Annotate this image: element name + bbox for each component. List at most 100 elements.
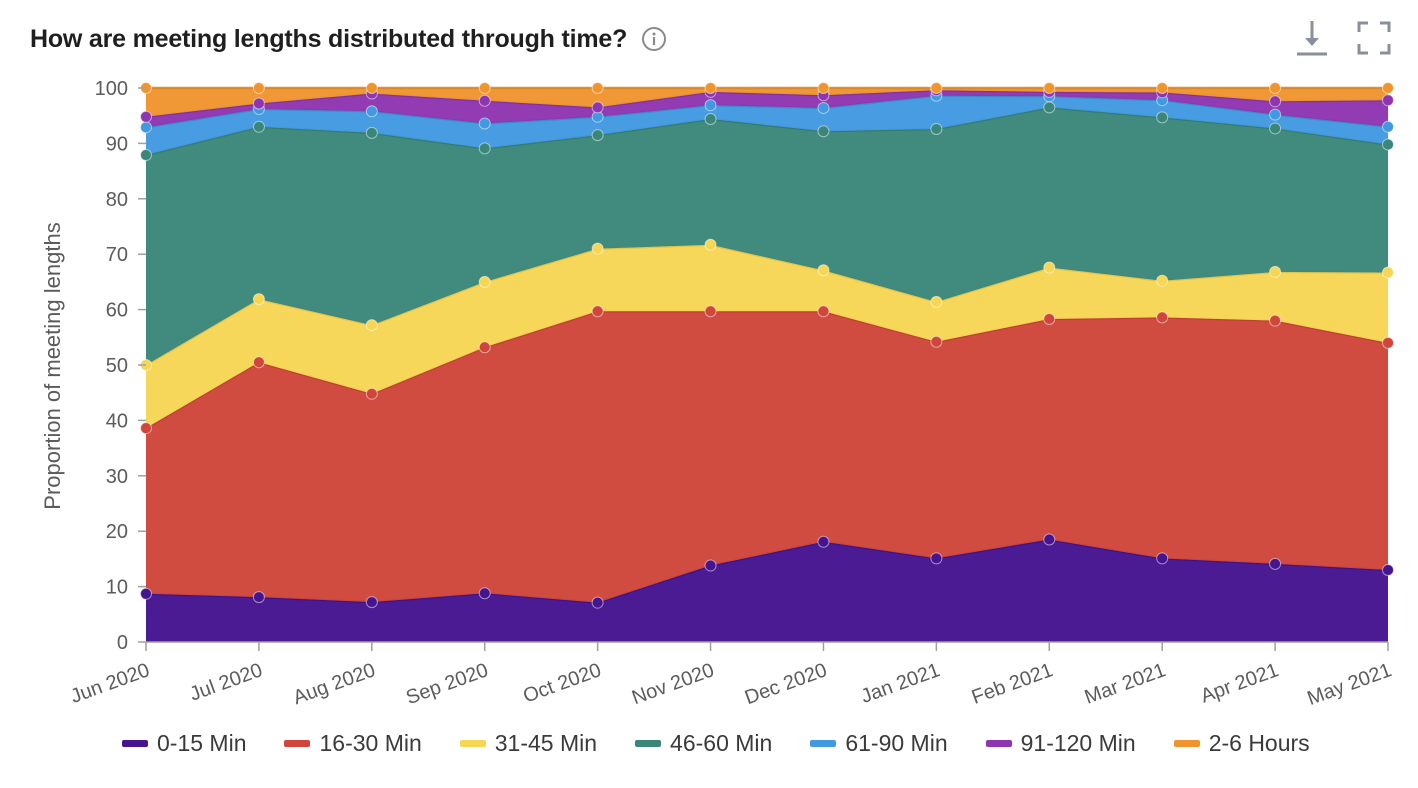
x-tick-label: May 2021	[1304, 659, 1394, 710]
y-tick-label: 0	[117, 632, 128, 654]
data-point	[930, 552, 943, 565]
data-point	[817, 125, 830, 138]
y-tick-label: 90	[106, 133, 128, 155]
y-axis-label: Proportion of meeting lengths	[40, 222, 65, 509]
series-area-0-15-min	[146, 539, 1388, 642]
data-point	[140, 149, 152, 162]
data-point	[930, 82, 943, 94]
series-area-46-60-min	[146, 107, 1388, 365]
data-point	[1269, 314, 1282, 327]
data-point	[1269, 108, 1282, 121]
legend-item-61-90-min[interactable]: 61-90 Min	[810, 730, 948, 757]
data-point	[478, 341, 491, 354]
y-tick-label: 10	[106, 577, 128, 599]
series-area-16-30-min	[146, 311, 1388, 603]
legend-swatch	[1173, 740, 1200, 747]
x-tick-label: Feb 2021	[969, 659, 1056, 709]
y-tick-label: 70	[106, 244, 128, 266]
data-point	[1043, 101, 1056, 114]
download-button[interactable]	[1294, 18, 1330, 58]
data-point	[1156, 111, 1169, 124]
data-point	[252, 97, 265, 110]
data-point	[704, 82, 717, 94]
chart-title: How are meeting lengths distributed thro…	[30, 24, 628, 53]
data-point	[140, 422, 152, 435]
y-tick-label: 80	[106, 189, 128, 211]
legend-item-31-45-min[interactable]: 31-45 Min	[459, 730, 598, 757]
data-point	[817, 535, 830, 548]
data-point	[252, 356, 265, 369]
data-point	[817, 82, 830, 94]
data-point	[591, 129, 604, 142]
data-point	[591, 101, 604, 114]
fullscreen-icon	[1357, 21, 1391, 55]
x-tick-label: Jun 2020	[68, 659, 153, 708]
x-tick-label: Oct 2020	[520, 659, 604, 707]
legend-item-91-120-min[interactable]: 91-120 Min	[985, 730, 1136, 757]
data-point	[365, 319, 378, 332]
data-point	[591, 242, 604, 255]
data-point	[478, 275, 491, 288]
legend-label: 31-45 Min	[494, 730, 598, 756]
data-point	[591, 305, 604, 318]
data-point	[140, 121, 152, 134]
legend-item-0-15-min[interactable]: 0-15 Min	[122, 730, 246, 757]
data-point	[930, 295, 943, 308]
data-point	[1043, 261, 1056, 274]
data-point	[365, 82, 378, 94]
legend-swatch	[635, 740, 662, 747]
data-point	[1382, 266, 1394, 279]
data-point	[365, 596, 378, 609]
chart-header: How are meeting lengths distributed thro…	[30, 22, 667, 56]
fullscreen-button[interactable]	[1356, 18, 1392, 58]
legend-item-46-60-min[interactable]: 46-60 Min	[635, 730, 772, 757]
data-point	[478, 587, 491, 600]
data-point	[1269, 265, 1282, 278]
data-point	[704, 113, 717, 126]
legend-label: 2-6 Hours	[1208, 730, 1310, 756]
series-line-0-15-min	[145, 538, 1389, 604]
data-point	[591, 82, 604, 94]
data-point	[365, 105, 378, 118]
legend-label: 61-90 Min	[845, 730, 948, 756]
x-tick-label: Jan 2021	[858, 659, 943, 708]
legend-item-2-6-hours[interactable]: 2-6 Hours	[1173, 730, 1310, 757]
data-point	[1382, 94, 1394, 107]
series-area-61-90-min	[146, 95, 1388, 156]
info-circle-icon[interactable]	[641, 26, 667, 52]
x-tick-label: Sep 2020	[403, 659, 491, 709]
legend-swatch	[985, 740, 1012, 747]
x-tick-label: Nov 2020	[629, 659, 717, 709]
legend-swatch	[810, 740, 837, 747]
data-point	[1382, 563, 1394, 576]
chart-legend: 0-15 Min 16-30 Min 31-45 Min 46-60 Min 61-90…	[122, 730, 1348, 757]
series-area-2-6-hours	[146, 88, 1388, 117]
data-point	[930, 122, 943, 135]
data-point	[140, 587, 152, 600]
data-point	[252, 293, 265, 306]
area-layer	[145, 86, 1389, 642]
data-point	[704, 238, 717, 251]
data-point	[478, 94, 491, 107]
legend-item-16-30-min[interactable]: 16-30 Min	[284, 730, 422, 757]
data-point	[252, 120, 265, 133]
data-point	[478, 82, 491, 94]
data-point	[930, 335, 943, 348]
data-point	[252, 82, 265, 94]
legend-swatch	[122, 740, 148, 747]
data-point	[1156, 311, 1169, 324]
y-tick-label: 50	[106, 355, 128, 377]
legend-swatch	[459, 740, 486, 747]
data-point	[1269, 82, 1282, 94]
x-tick-label: Jul 2020	[187, 659, 266, 706]
data-point	[365, 387, 378, 400]
data-point	[1043, 313, 1056, 326]
series-area-31-45-min	[146, 244, 1388, 429]
y-tick-label: 30	[106, 466, 128, 488]
legend-label: 16-30 Min	[319, 730, 422, 756]
data-point	[704, 305, 717, 318]
data-point	[704, 559, 717, 572]
data-point	[1382, 138, 1394, 151]
x-tick-label: Dec 2020	[742, 659, 830, 709]
